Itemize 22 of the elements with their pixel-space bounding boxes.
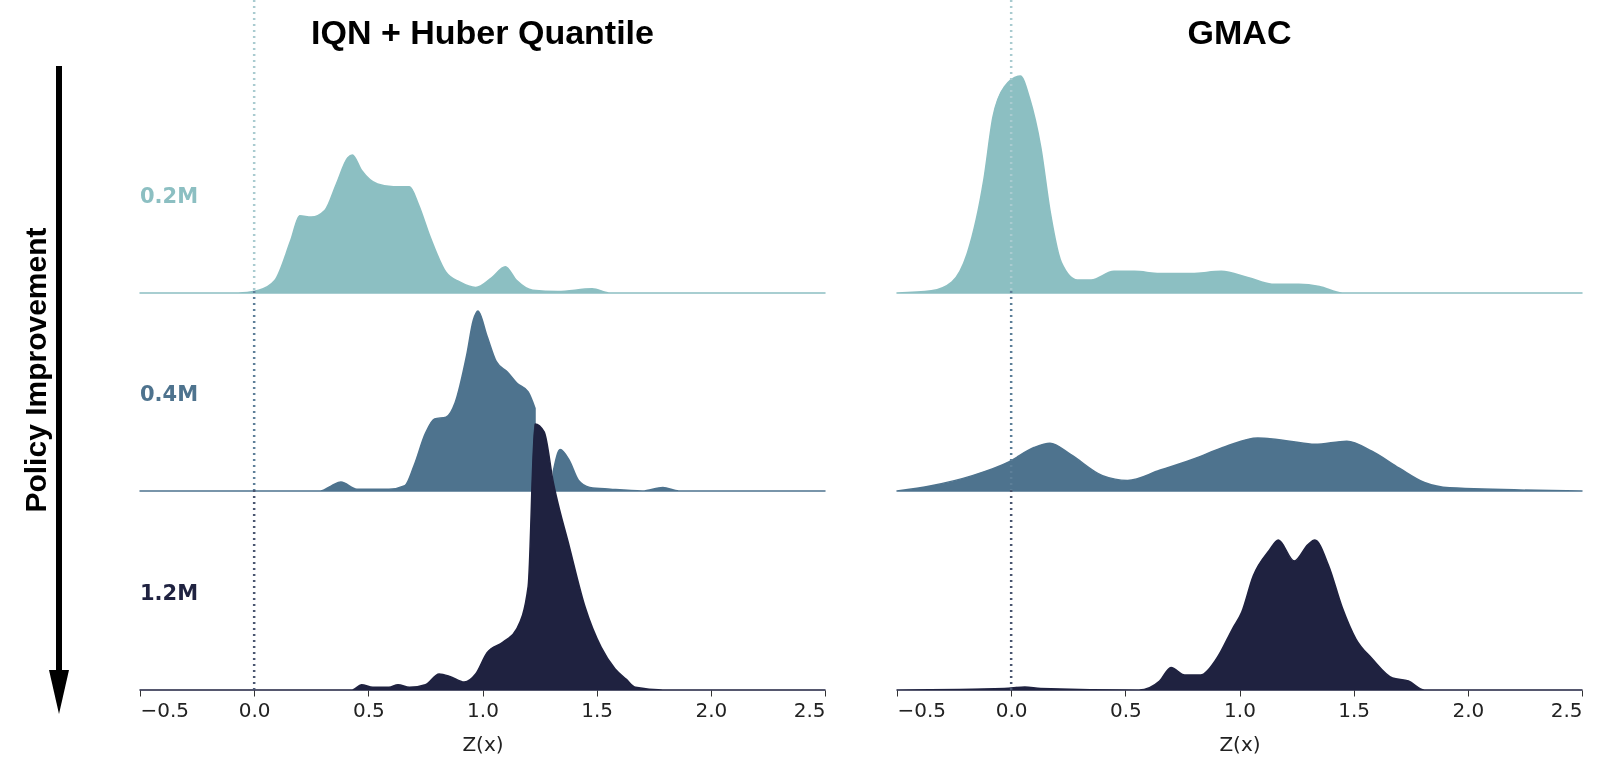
text: 0.2M <box>140 184 199 208</box>
x-tick-label: 1.0 <box>467 697 499 722</box>
x-tick-label: 0.0 <box>238 697 271 722</box>
x-tick-label: 1.0 <box>1224 697 1256 722</box>
x-tick-label: −0.5 <box>140 697 190 722</box>
x-tick-label: 1.5 <box>581 697 614 722</box>
x-axis-title: Z(x) <box>462 731 504 756</box>
text: 0.4M <box>140 382 199 406</box>
chart-title: GMAC <box>1187 13 1292 51</box>
text: 1.2M <box>140 581 199 605</box>
x-tick-label: 0.5 <box>352 697 385 722</box>
x-tick-label: 2.5 <box>793 697 826 722</box>
x-axis-title: Z(x) <box>1219 731 1261 756</box>
chart-title: IQN + Huber Quantile <box>311 13 654 51</box>
x-tick-label: 0.5 <box>1109 697 1142 722</box>
x-tick-label: 1.5 <box>1338 697 1371 722</box>
x-tick-label: 2.0 <box>1452 697 1485 722</box>
y-axis-title: Policy Improvement <box>19 227 53 513</box>
x-tick-label: 2.0 <box>695 697 728 722</box>
x-tick-label: 2.5 <box>1550 697 1583 722</box>
x-tick-label: −0.5 <box>897 697 947 722</box>
x-tick-label: 0.0 <box>995 697 1028 722</box>
